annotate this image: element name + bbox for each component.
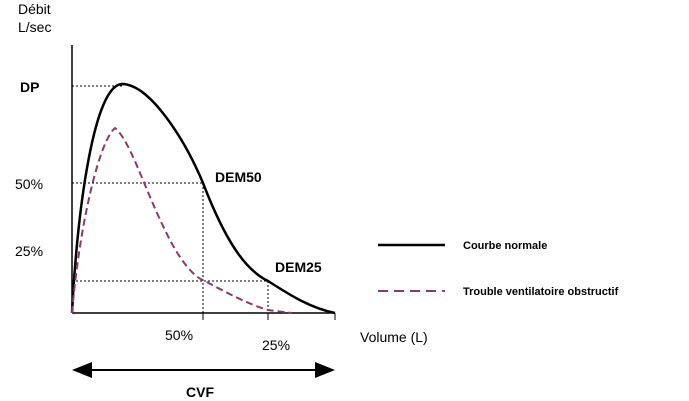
span-label: CVF [186,384,214,400]
x-marker: 25% [262,337,290,353]
legend-label: Trouble ventilatoire obstructif [463,286,619,298]
legend-label: Courbe normale [463,240,547,252]
point-label: DEM50 [215,169,262,185]
x-axis-label: Volume (L) [360,329,428,345]
y-axis-label: L/sec [18,19,51,35]
y-marker: DP [20,79,39,95]
point-label: DEM25 [275,259,322,275]
y-marker: 25% [15,243,43,259]
obstructive-curve [71,126,293,314]
normal-curve [70,82,336,315]
x-marker: 50% [165,327,193,343]
y-axis-label: Débit [18,1,51,17]
y-marker: 50% [15,176,43,192]
